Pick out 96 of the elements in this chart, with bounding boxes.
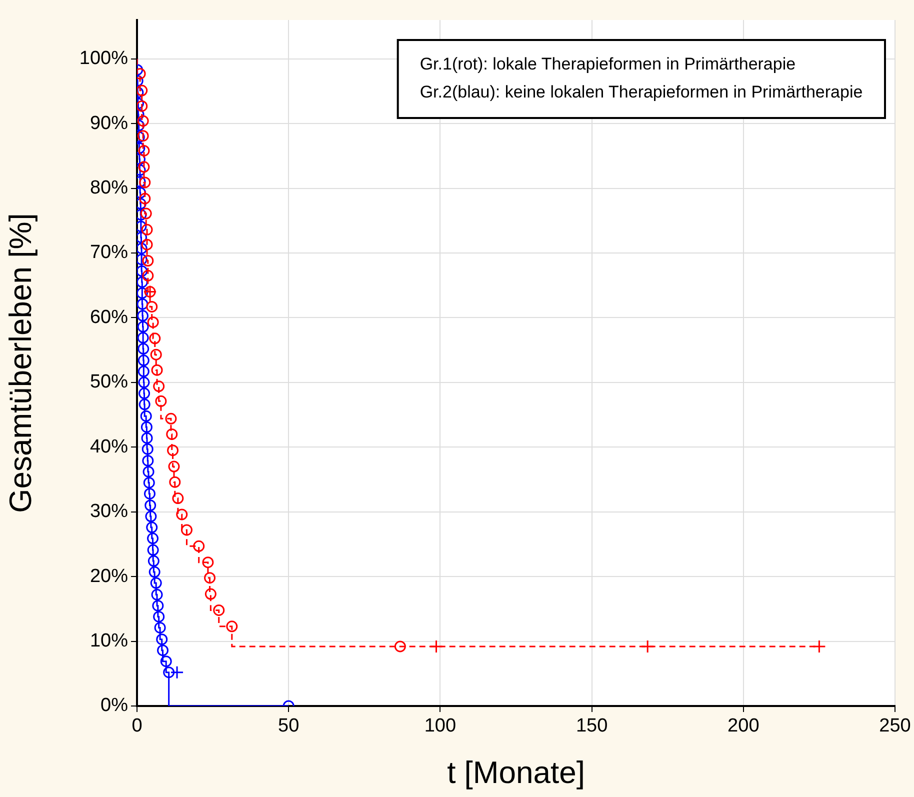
y-tick-label: 70% [90, 242, 128, 264]
point [156, 634, 168, 646]
point [165, 412, 177, 424]
point [180, 524, 192, 536]
point [394, 640, 406, 652]
point [142, 254, 154, 266]
point [170, 666, 184, 680]
point [157, 644, 169, 656]
point [138, 354, 150, 366]
point [138, 366, 150, 378]
y-axis-title: Gesamtüberleben [%] [3, 213, 38, 513]
point [139, 192, 151, 204]
point [142, 443, 154, 455]
point [147, 544, 159, 556]
point [149, 332, 161, 344]
point [138, 161, 150, 173]
point [137, 276, 148, 288]
point [140, 208, 152, 220]
point [137, 265, 148, 277]
point [147, 532, 159, 544]
point [148, 566, 160, 578]
y-tick-label: 10% [90, 630, 128, 652]
point [137, 115, 149, 127]
point [142, 454, 154, 466]
point [137, 332, 149, 344]
point [138, 144, 150, 156]
y-tick-label: 20% [90, 566, 128, 587]
point [144, 500, 156, 512]
point [137, 84, 148, 96]
point [152, 600, 164, 612]
annotation: Gr.2(blau): keine lokalen Therapieformen in Primärtherapie [420, 82, 863, 102]
y-tick-label: 100% [79, 48, 128, 70]
y-tick-label: 90% [90, 112, 128, 134]
point [193, 540, 205, 552]
point [153, 610, 165, 622]
point [168, 460, 180, 472]
point [140, 410, 152, 422]
point [146, 300, 158, 312]
point [141, 432, 153, 444]
point [137, 310, 149, 322]
point [163, 666, 175, 678]
point [144, 488, 156, 500]
x-tick-label: 100 [424, 716, 456, 737]
point [139, 176, 151, 188]
point [137, 321, 149, 333]
point [204, 572, 216, 584]
x-tick-label: 250 [879, 716, 911, 737]
point [150, 577, 162, 589]
x-tick-label: 0 [132, 716, 142, 737]
point [142, 270, 154, 282]
y-tick-label: 80% [90, 178, 128, 198]
point [141, 224, 153, 236]
y-tick-label: 50% [90, 372, 128, 393]
point [169, 476, 181, 488]
point [143, 476, 155, 488]
point [140, 421, 152, 433]
annotation: Gr.1(rot): lokale Therapieformen in Primärtherapie [420, 54, 796, 74]
point [167, 444, 179, 456]
point [147, 316, 159, 328]
point [153, 380, 165, 392]
point [141, 238, 153, 250]
point [137, 100, 148, 112]
point [145, 510, 157, 522]
x-tick-label: 50 [278, 716, 300, 737]
point [137, 298, 148, 310]
point [155, 395, 167, 407]
point [137, 254, 148, 266]
point [138, 398, 150, 410]
point [160, 656, 172, 668]
point [172, 492, 184, 504]
point [226, 620, 238, 632]
point [138, 343, 150, 355]
y-tick-label: 0% [100, 695, 128, 716]
x-axis-title: t [Monate] [447, 754, 585, 790]
point [138, 388, 150, 400]
point [146, 522, 158, 534]
point [137, 130, 149, 142]
y-tick-label: 30% [90, 501, 128, 522]
point [202, 556, 214, 568]
point [137, 242, 148, 254]
point [166, 428, 178, 440]
y-tick-label: 60% [90, 306, 128, 328]
x-tick-label: 200 [728, 716, 760, 737]
point [137, 287, 148, 299]
point [176, 508, 188, 520]
point [204, 588, 216, 600]
x-tick-label: 150 [576, 716, 608, 737]
point [151, 364, 163, 376]
point [151, 588, 163, 600]
point [154, 622, 166, 634]
point [150, 348, 162, 360]
point [138, 376, 150, 388]
y-tick-label: 40% [90, 436, 128, 458]
point [142, 466, 154, 478]
point [213, 604, 225, 616]
point [148, 555, 160, 567]
